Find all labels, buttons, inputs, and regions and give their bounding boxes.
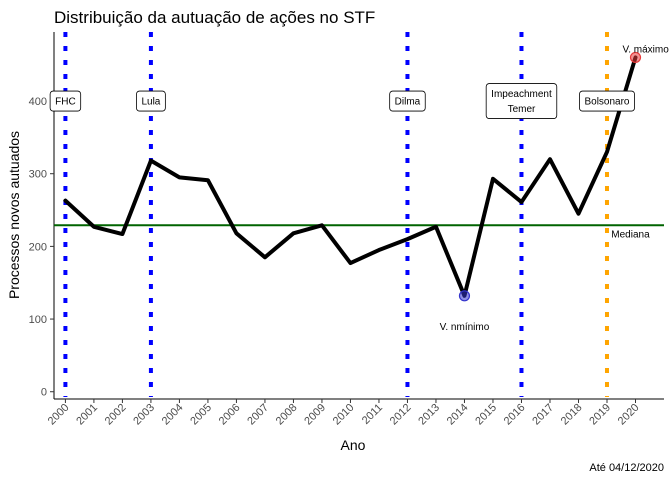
x-tick-label: 2006	[217, 402, 243, 428]
president-label-box	[389, 90, 426, 112]
chart-title: Distribuição da autuação de ações no STF	[54, 8, 375, 27]
data-point	[291, 231, 295, 235]
data-point	[434, 225, 438, 229]
y-tick-label: 400	[29, 96, 47, 108]
president-label-box	[49, 90, 82, 112]
x-tick-label: 2020	[616, 402, 642, 428]
data-point	[320, 223, 324, 227]
y-axis-title: Processos novos autuados	[6, 131, 22, 299]
x-tick-label: 2010	[331, 402, 357, 428]
president-label-text: Dilma	[395, 97, 421, 108]
x-tick-label: 2015	[473, 402, 499, 428]
x-tick-label: 2004	[160, 402, 186, 428]
president-label-text: Bolsonaro	[584, 97, 629, 108]
x-tick-label: 2018	[559, 402, 585, 428]
president-label-text: Lula	[141, 97, 160, 108]
chart-caption: Até 04/12/2020	[589, 462, 664, 474]
data-point	[491, 177, 495, 181]
president-label: Bolsonaro	[579, 90, 635, 112]
data-point	[177, 175, 181, 179]
x-tick-label: 2009	[302, 402, 328, 428]
x-tick-label: 2013	[416, 402, 442, 428]
x-tick-label: 2011	[360, 402, 385, 427]
president-label: Impeachment Temer	[485, 83, 558, 119]
data-point	[576, 212, 580, 216]
min-point-marker	[458, 290, 471, 302]
y-tick-label: 0	[41, 387, 47, 399]
x-tick-label: 2017	[530, 402, 556, 428]
president-label-text: Impeachment	[491, 89, 552, 100]
data-point	[120, 232, 124, 236]
x-tick-label: 2003	[131, 402, 157, 428]
president-label-box	[136, 90, 166, 112]
president-label-box	[485, 83, 558, 119]
y-tick-label: 200	[29, 241, 47, 253]
president-label: FHC	[49, 90, 82, 112]
data-point	[149, 159, 153, 163]
x-tick-label: 2019	[587, 402, 613, 428]
president-label: Lula	[136, 90, 166, 112]
max-point-marker	[629, 51, 642, 64]
x-axis-title: Ano	[341, 437, 366, 453]
max-point-label: V. máximo	[622, 44, 669, 55]
y-tick-label: 100	[29, 314, 47, 326]
data-point	[548, 157, 552, 161]
x-tick-label: 2012	[388, 402, 414, 428]
data-point	[206, 178, 210, 182]
x-tick-label: 2008	[274, 402, 300, 428]
president-label: Dilma	[389, 90, 426, 112]
president-label-box	[579, 90, 635, 112]
president-label-text: FHC	[55, 97, 76, 108]
x-tick-label: 2000	[46, 402, 72, 428]
x-tick-label: 2016	[502, 402, 528, 428]
x-tick-label: 2001	[74, 402, 100, 428]
data-point	[377, 248, 381, 252]
president-label-text: Temer	[508, 104, 536, 115]
data-point	[519, 200, 523, 204]
y-tick-label: 300	[29, 169, 47, 181]
x-tick-label: 2014	[445, 402, 471, 428]
min-point-label: V. nmínimo	[440, 322, 490, 333]
data-point	[92, 225, 96, 229]
data-point	[234, 231, 238, 235]
x-tick-label: 2007	[245, 402, 271, 428]
x-tick-label: 2005	[188, 402, 214, 428]
data-point	[348, 261, 352, 265]
data-point	[63, 199, 67, 203]
data-point	[605, 150, 609, 154]
data-point	[405, 237, 409, 241]
median-label: Mediana	[611, 229, 650, 240]
data-point	[263, 255, 267, 259]
x-tick-label: 2002	[103, 402, 129, 428]
